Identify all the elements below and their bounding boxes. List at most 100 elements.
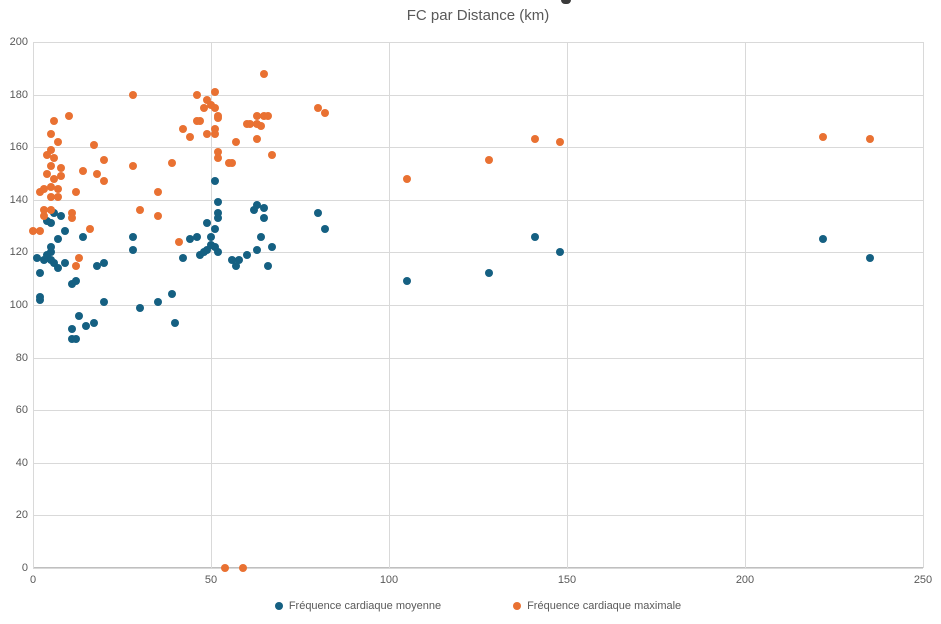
data-point-maximale[interactable]	[214, 148, 223, 157]
data-point-maximale[interactable]	[203, 130, 212, 139]
data-point-maximale[interactable]	[484, 156, 493, 165]
data-point-maximale[interactable]	[53, 193, 62, 202]
data-point-moyenne[interactable]	[57, 211, 66, 220]
data-point-moyenne[interactable]	[36, 269, 45, 278]
data-point-maximale[interactable]	[71, 187, 80, 196]
data-point-moyenne[interactable]	[402, 277, 411, 286]
data-point-moyenne[interactable]	[171, 319, 180, 328]
data-point-maximale[interactable]	[36, 227, 45, 236]
data-point-maximale[interactable]	[260, 69, 269, 78]
data-point-moyenne[interactable]	[203, 219, 212, 228]
data-point-moyenne[interactable]	[555, 248, 564, 257]
data-point-maximale[interactable]	[239, 564, 248, 572]
data-point-maximale[interactable]	[210, 87, 219, 96]
data-point-moyenne[interactable]	[46, 219, 55, 228]
data-point-moyenne[interactable]	[256, 232, 265, 241]
data-point-maximale[interactable]	[231, 137, 240, 146]
data-point-maximale[interactable]	[214, 114, 223, 123]
data-point-moyenne[interactable]	[75, 311, 84, 320]
data-point-moyenne[interactable]	[203, 245, 212, 254]
data-point-moyenne[interactable]	[32, 253, 41, 262]
data-point-maximale[interactable]	[57, 172, 66, 181]
data-point-moyenne[interactable]	[228, 256, 237, 265]
data-point-moyenne[interactable]	[36, 295, 45, 304]
data-point-moyenne[interactable]	[53, 264, 62, 273]
data-point-moyenne[interactable]	[530, 232, 539, 241]
data-point-moyenne[interactable]	[313, 208, 322, 217]
data-point-maximale[interactable]	[46, 130, 55, 139]
data-point-maximale[interactable]	[256, 122, 265, 131]
data-point-moyenne[interactable]	[71, 335, 80, 344]
data-point-maximale[interactable]	[53, 137, 62, 146]
data-point-maximale[interactable]	[43, 151, 52, 160]
data-point-moyenne[interactable]	[89, 319, 98, 328]
data-point-moyenne[interactable]	[100, 258, 109, 267]
data-point-moyenne[interactable]	[185, 235, 194, 244]
data-point-maximale[interactable]	[53, 185, 62, 194]
data-point-maximale[interactable]	[153, 211, 162, 220]
data-point-maximale[interactable]	[228, 158, 237, 167]
data-point-moyenne[interactable]	[153, 298, 162, 307]
data-point-moyenne[interactable]	[260, 214, 269, 223]
data-point-moyenne[interactable]	[210, 224, 219, 233]
data-point-maximale[interactable]	[29, 227, 37, 236]
data-point-moyenne[interactable]	[135, 303, 144, 312]
data-point-maximale[interactable]	[167, 158, 176, 167]
data-point-moyenne[interactable]	[235, 256, 244, 265]
data-point-maximale[interactable]	[50, 153, 59, 162]
data-point-moyenne[interactable]	[320, 224, 329, 233]
data-point-maximale[interactable]	[267, 151, 276, 160]
data-point-maximale[interactable]	[50, 174, 59, 183]
data-point-moyenne[interactable]	[253, 201, 262, 210]
data-point-moyenne[interactable]	[263, 261, 272, 270]
data-point-moyenne[interactable]	[484, 269, 493, 278]
data-point-moyenne[interactable]	[210, 243, 219, 252]
data-point-moyenne[interactable]	[249, 206, 258, 215]
data-point-moyenne[interactable]	[39, 256, 48, 265]
data-point-moyenne[interactable]	[242, 251, 251, 260]
data-point-moyenne[interactable]	[214, 198, 223, 207]
data-point-maximale[interactable]	[39, 211, 48, 220]
data-point-maximale[interactable]	[196, 116, 205, 125]
data-point-maximale[interactable]	[178, 124, 187, 133]
data-point-maximale[interactable]	[78, 166, 87, 175]
data-point-maximale[interactable]	[39, 206, 48, 215]
data-point-moyenne[interactable]	[50, 258, 59, 267]
data-point-moyenne[interactable]	[50, 208, 59, 217]
data-point-moyenne[interactable]	[46, 248, 55, 257]
data-point-moyenne[interactable]	[128, 232, 137, 241]
data-point-moyenne[interactable]	[53, 235, 62, 244]
data-point-moyenne[interactable]	[46, 243, 55, 252]
legend-entry-moyenne[interactable]: Fréquence cardiaque moyenne	[274, 600, 441, 612]
data-point-maximale[interactable]	[46, 182, 55, 191]
data-point-maximale[interactable]	[71, 261, 80, 270]
data-point-maximale[interactable]	[246, 119, 255, 128]
data-point-moyenne[interactable]	[68, 279, 77, 288]
data-point-moyenne[interactable]	[43, 251, 52, 260]
data-point-moyenne[interactable]	[214, 208, 223, 217]
data-point-moyenne[interactable]	[178, 253, 187, 262]
data-point-maximale[interactable]	[313, 103, 322, 112]
data-point-moyenne[interactable]	[68, 324, 77, 333]
data-point-maximale[interactable]	[46, 161, 55, 170]
data-point-moyenne[interactable]	[214, 248, 223, 257]
data-point-moyenne[interactable]	[819, 235, 828, 244]
data-point-maximale[interactable]	[174, 237, 183, 246]
data-point-maximale[interactable]	[253, 135, 262, 144]
data-point-moyenne[interactable]	[167, 290, 176, 299]
legend-entry-maximale[interactable]: Fréquence cardiaque maximale	[513, 600, 681, 612]
data-point-maximale[interactable]	[192, 90, 201, 99]
data-point-moyenne[interactable]	[61, 227, 70, 236]
data-point-maximale[interactable]	[85, 224, 94, 233]
data-point-moyenne[interactable]	[78, 232, 87, 241]
data-point-maximale[interactable]	[210, 124, 219, 133]
data-point-maximale[interactable]	[253, 111, 262, 120]
data-point-maximale[interactable]	[46, 145, 55, 154]
data-point-maximale[interactable]	[46, 193, 55, 202]
data-point-maximale[interactable]	[39, 185, 48, 194]
data-point-moyenne[interactable]	[128, 245, 137, 254]
data-point-maximale[interactable]	[819, 132, 828, 141]
data-point-maximale[interactable]	[128, 90, 137, 99]
data-point-maximale[interactable]	[865, 135, 874, 144]
data-point-maximale[interactable]	[46, 206, 55, 215]
